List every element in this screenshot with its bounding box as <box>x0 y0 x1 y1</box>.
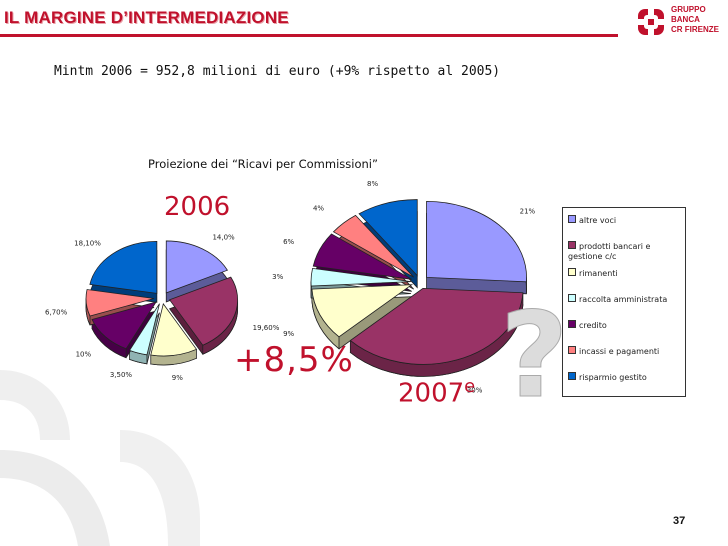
page-title: IL MARGINE D’INTERMEDIAZIONE <box>4 8 289 27</box>
chart-title: Proiezione dei “Ricavi per Commissioni” <box>148 157 378 171</box>
legend-item-raccolta: raccolta amministrata <box>568 294 684 305</box>
legend-item-rimanenti: rimanenti <box>568 268 684 279</box>
pie-slice-altre-voci <box>165 240 229 294</box>
logo-text-line: BANCA <box>671 15 700 24</box>
legend-label: prodotti bancari e gestione c/c <box>568 242 651 261</box>
logo-mark-icon <box>638 9 664 35</box>
legend-swatch <box>568 215 576 223</box>
pie-slice-rimanenti <box>311 284 414 338</box>
pie-data-label: 3% <box>272 273 283 281</box>
pie-slice-risparmio-gestito <box>89 241 158 294</box>
legend-item-prodotti: prodotti bancari e gestione c/c <box>568 241 684 262</box>
pie-data-label: 9% <box>283 330 294 338</box>
pie-data-label: 14,0% <box>212 234 235 242</box>
pie-data-label: 4% <box>313 205 324 213</box>
pie-slice-credito <box>312 233 412 280</box>
legend-swatch <box>568 372 576 380</box>
legend-item-credito: credito <box>568 320 684 331</box>
logo-text-line: GRUPPO <box>671 5 706 14</box>
pie-slice-rimanenti <box>150 302 198 357</box>
pie-chart-2006: 14,0% 19,60% 9% 3,50% 10% 6,70% 18,10% <box>45 234 280 382</box>
pie-slice-credito <box>91 301 157 350</box>
estimate-marker: e <box>464 376 476 397</box>
pie-slice-raccolta-amministrata <box>310 267 412 287</box>
legend-swatch <box>568 241 576 249</box>
logo-text-line: CR FIRENZE <box>671 25 719 34</box>
pie-slice-prodotti-bancari <box>349 287 524 365</box>
pie-slice-risparmio-gestito <box>358 199 418 277</box>
pie-data-label: 3,50% <box>110 371 133 379</box>
legend-swatch <box>568 294 576 302</box>
pie-slice-altre-voci <box>426 200 527 283</box>
pie-slice-incassi-e-pagamenti <box>85 289 155 317</box>
growth-label: +8,5% <box>234 340 354 380</box>
pie-data-label: 19,60% <box>253 324 280 332</box>
pie-data-label: 21% <box>520 208 536 216</box>
background-arc <box>0 370 70 440</box>
legend-label: raccolta amministrata <box>579 295 668 304</box>
legend-item-incassi: incassi e pagamenti <box>568 346 684 357</box>
question-mark-icon: ? <box>499 286 569 424</box>
pie-data-label: 6,70% <box>45 308 68 316</box>
pie-slice-raccolta-amministrata <box>128 303 160 356</box>
pie-slice-prodotti-bancari <box>168 276 238 346</box>
legend-label: rimanenti <box>579 269 618 278</box>
year-2007-label: 2007e <box>398 376 475 409</box>
background-arc <box>120 430 200 546</box>
legend-label: credito <box>579 321 607 330</box>
legend-item-risparmio: risparmio gestito <box>568 372 684 383</box>
pie-data-label: 9% <box>172 374 183 382</box>
pie-data-label: 18,10% <box>74 239 101 247</box>
title-divider <box>0 34 618 37</box>
chart-legend: altre voci prodotti bancari e gestione c… <box>562 207 686 397</box>
logo-text: GRUPPO BANCA CR FIRENZE <box>671 5 719 35</box>
year-2007-number: 2007 <box>398 378 465 409</box>
year-2006-label: 2006 <box>164 192 231 222</box>
pie-data-label: 30% <box>467 386 483 394</box>
background-arc <box>0 450 110 546</box>
legend-label: altre voci <box>579 216 617 225</box>
legend-label: risparmio gestito <box>579 373 647 382</box>
pie-data-label: 6% <box>283 238 294 246</box>
pie-slice-incassi-e-pagamenti <box>332 214 414 278</box>
margin-summary: Mintm 2006 = 952,8 milioni di euro (+9% … <box>54 64 501 79</box>
pie-data-label: 10% <box>76 351 92 359</box>
pie-data-label: 8% <box>367 180 378 188</box>
pie-chart-2007: 21% 30% 9% 3% 6% 4% 8% <box>272 180 535 394</box>
legend-swatch <box>568 268 576 276</box>
page-number: 37 <box>673 515 686 527</box>
legend-item-altre-voci: altre voci <box>568 215 684 226</box>
legend-swatch <box>568 346 576 354</box>
banca-cr-firenze-logo <box>638 9 664 35</box>
legend-swatch <box>568 320 576 328</box>
legend-label: incassi e pagamenti <box>579 347 660 356</box>
